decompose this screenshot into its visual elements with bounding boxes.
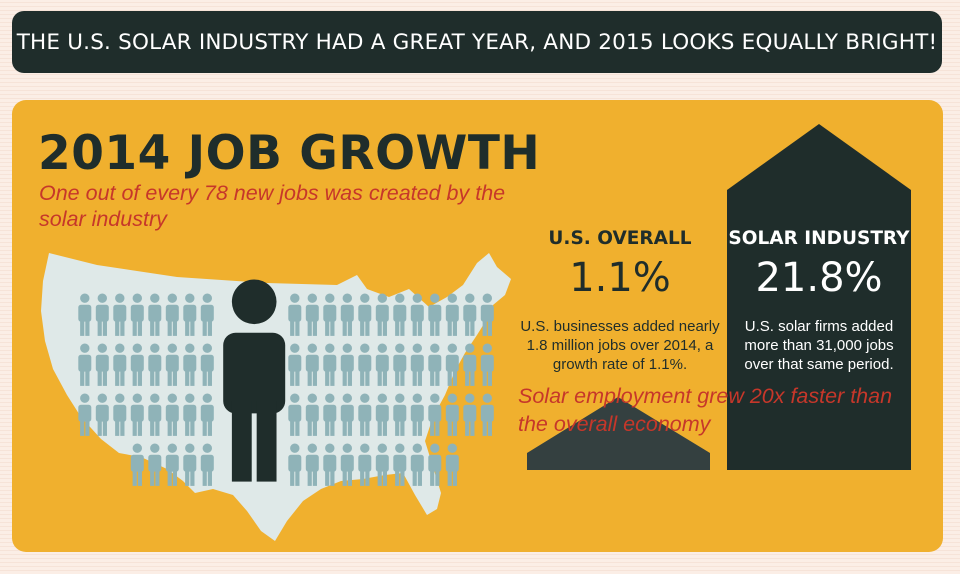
small-person-icon (113, 343, 127, 386)
small-person-icon (288, 343, 302, 386)
solar-industry-percent: 21.8% (755, 255, 883, 301)
small-person-icon (288, 443, 302, 486)
small-person-icon (165, 293, 179, 336)
small-person-icon (130, 393, 144, 436)
solar-industry-description: U.S. solar firms added more than 31,000 … (744, 318, 894, 373)
small-person-icon (165, 393, 179, 436)
small-person-icon (463, 293, 477, 336)
small-person-icon (480, 393, 494, 436)
small-person-icon (445, 293, 459, 336)
small-person-icon (288, 293, 302, 336)
small-person-icon (130, 443, 144, 486)
small-person-icon (165, 443, 179, 486)
small-person-icon (358, 293, 372, 336)
us-overall-heading: U.S. OVERALL (548, 228, 692, 249)
small-person-icon (358, 443, 372, 486)
small-person-icon (340, 443, 354, 486)
small-person-icon (148, 393, 162, 436)
small-person-icon (375, 343, 389, 386)
subtitle: One out of every 78 new jobs was created… (39, 181, 506, 231)
small-person-icon (305, 343, 319, 386)
small-person-icon (183, 293, 197, 336)
small-person-icon (130, 343, 144, 386)
small-person-icon (183, 343, 197, 386)
small-person-icon (305, 293, 319, 336)
small-person-icon (148, 293, 162, 336)
small-person-icon (288, 393, 302, 436)
small-person-icon (95, 393, 109, 436)
small-person-icon (428, 293, 442, 336)
small-person-icon (78, 393, 92, 436)
solar-arrow-shape (727, 124, 911, 470)
small-person-icon (375, 443, 389, 486)
small-person-icon (148, 343, 162, 386)
small-person-icon (183, 443, 197, 486)
top-banner: THE U.S. SOLAR INDUSTRY HAD A GREAT YEAR… (12, 11, 942, 73)
small-person-icon (375, 393, 389, 436)
small-person-icon (410, 293, 424, 336)
small-person-icon (410, 393, 424, 436)
small-person-icon (95, 293, 109, 336)
small-person-icon (78, 293, 92, 336)
person-icon (223, 279, 286, 482)
small-person-icon (445, 443, 459, 486)
small-person-icon (428, 443, 442, 486)
solar-industry-heading: SOLAR INDUSTRY (728, 228, 910, 249)
small-person-icon (113, 393, 127, 436)
small-person-icon (323, 443, 337, 486)
small-person-icon (445, 393, 459, 436)
small-person-icon (480, 293, 494, 336)
small-person-icon (463, 343, 477, 386)
usa-map-illustration (37, 245, 517, 545)
solar-industry-stat: SOLAR INDUSTRY 21.8% U.S. solar firms ad… (728, 228, 910, 374)
small-person-icon (463, 393, 477, 436)
small-person-icon (358, 343, 372, 386)
small-person-icon (393, 343, 407, 386)
us-overall-description: U.S. businesses added nearly 1.8 million… (520, 318, 720, 373)
page-title: 2014 JOB GROWTH (38, 126, 541, 181)
small-person-icon (113, 293, 127, 336)
small-person-icon (183, 393, 197, 436)
small-person-icon (305, 443, 319, 486)
small-person-icon (323, 393, 337, 436)
small-person-icon (410, 343, 424, 386)
small-person-icon (410, 443, 424, 486)
small-person-icon (428, 393, 442, 436)
small-person-icon (340, 393, 354, 436)
small-person-icon (200, 443, 214, 486)
small-person-icon (305, 393, 319, 436)
comparison-note: Solar employment grew 20x faster than th… (518, 384, 893, 436)
small-person-icon (393, 443, 407, 486)
us-overall-percent: 1.1% (569, 255, 671, 301)
small-person-icon (375, 293, 389, 336)
small-person-icon (340, 343, 354, 386)
small-person-icon (148, 443, 162, 486)
people-grid (78, 279, 494, 486)
overall-arrow-shape (527, 397, 710, 470)
small-person-icon (200, 293, 214, 336)
small-person-icon (200, 343, 214, 386)
small-person-icon (323, 293, 337, 336)
small-person-icon (480, 343, 494, 386)
small-person-icon (358, 393, 372, 436)
small-person-icon (393, 393, 407, 436)
small-person-icon (323, 343, 337, 386)
small-person-icon (78, 343, 92, 386)
small-person-icon (165, 343, 179, 386)
small-person-icon (445, 343, 459, 386)
small-person-icon (340, 293, 354, 336)
banner-text: THE U.S. SOLAR INDUSTRY HAD A GREAT YEAR… (16, 29, 938, 55)
us-overall-stat: U.S. OVERALL 1.1% U.S. businesses added … (520, 228, 720, 374)
small-person-icon (393, 293, 407, 336)
small-person-icon (200, 393, 214, 436)
small-person-icon (95, 343, 109, 386)
small-person-icon (428, 343, 442, 386)
small-person-icon (130, 293, 144, 336)
